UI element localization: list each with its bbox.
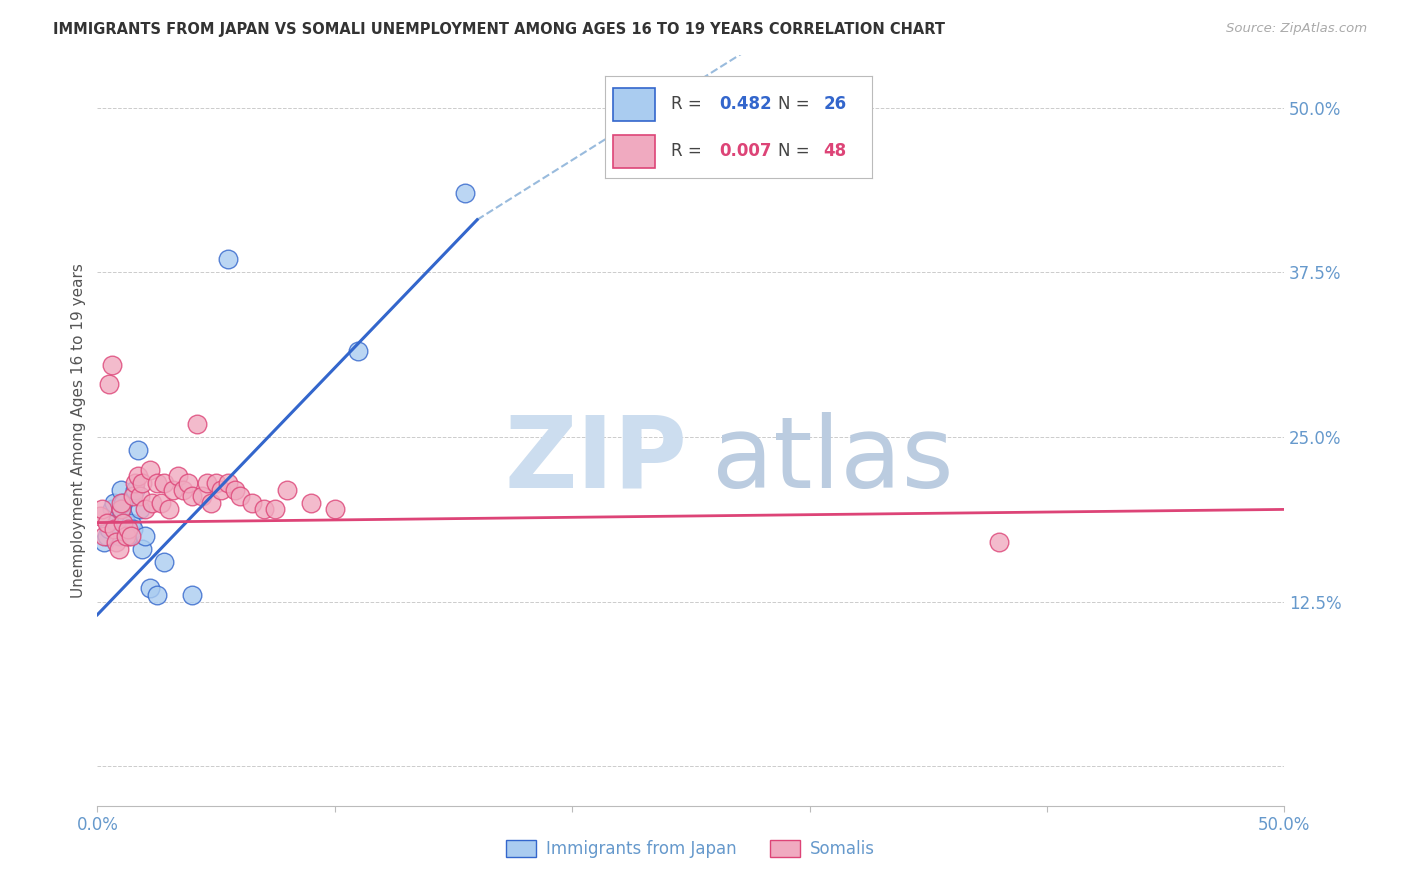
Point [91,502,114,516]
Point [93,535,115,549]
Point [217,476,239,491]
Point [186,417,208,431]
Point [124,476,146,491]
Point [229,489,252,503]
Point [122,489,145,503]
Point [131,541,153,556]
Text: ZIP: ZIP [505,412,688,509]
Point [145,476,167,491]
Point [205,476,228,491]
Point [117,522,139,536]
Point [105,535,128,549]
Point [200,496,222,510]
Point [103,522,125,536]
Text: N =: N = [779,95,815,113]
Bar [613,136,655,168]
Point [224,483,246,497]
Point [141,496,163,510]
Point [454,186,477,201]
Point [167,469,190,483]
Point [96,529,118,543]
Point [191,489,214,503]
Point [138,582,160,596]
Text: N =: N = [779,142,815,161]
Point [276,483,298,497]
Text: R =: R = [672,95,707,113]
Y-axis label: Unemployment Among Ages 16 to 19 years: Unemployment Among Ages 16 to 19 years [72,263,86,598]
Point [107,529,129,543]
Point [117,529,139,543]
Point [110,502,132,516]
Point [150,496,173,510]
Point [299,496,322,510]
Text: 0.007: 0.007 [720,142,772,161]
Point [122,522,145,536]
Point [96,516,118,530]
Point [103,496,125,510]
Point [98,522,121,536]
Point [127,469,149,483]
Text: 48: 48 [824,142,846,161]
Point [112,496,135,510]
Point [145,588,167,602]
Point [138,463,160,477]
Point [157,502,180,516]
Text: R =: R = [672,142,707,161]
Point [93,529,115,543]
Point [129,489,152,503]
Point [195,476,218,491]
Point [110,483,132,497]
Point [240,496,263,510]
Point [127,443,149,458]
Point [107,541,129,556]
Point [181,489,204,503]
Point [98,377,121,392]
Text: 0.482: 0.482 [720,95,772,113]
Point [323,502,346,516]
Point [134,502,156,516]
Point [988,535,1011,549]
Point [100,358,122,372]
Point [176,476,198,491]
Point [129,502,152,516]
Point [217,252,239,267]
Point [264,502,287,516]
Legend: Immigrants from Japan, Somalis: Immigrants from Japan, Somalis [499,833,882,865]
Point [89,508,111,523]
Text: Source: ZipAtlas.com: Source: ZipAtlas.com [1226,22,1367,36]
Point [209,483,232,497]
Text: IMMIGRANTS FROM JAPAN VS SOMALI UNEMPLOYMENT AMONG AGES 16 TO 19 YEARS CORRELATI: IMMIGRANTS FROM JAPAN VS SOMALI UNEMPLOY… [53,22,945,37]
Point [181,588,204,602]
Point [172,483,194,497]
Text: 26: 26 [824,95,846,113]
Point [120,516,142,530]
Point [105,516,128,530]
Point [134,529,156,543]
Point [112,516,135,530]
Point [347,344,370,359]
Point [252,502,274,516]
Point [115,516,138,530]
Bar [613,88,655,121]
Text: atlas: atlas [713,412,955,509]
Point [115,529,138,543]
Point [124,483,146,497]
Point [131,476,153,491]
Point [153,555,176,569]
Point [100,502,122,516]
Point [120,529,142,543]
Point [110,502,132,516]
Point [110,496,132,510]
Point [162,483,184,497]
Point [153,476,176,491]
